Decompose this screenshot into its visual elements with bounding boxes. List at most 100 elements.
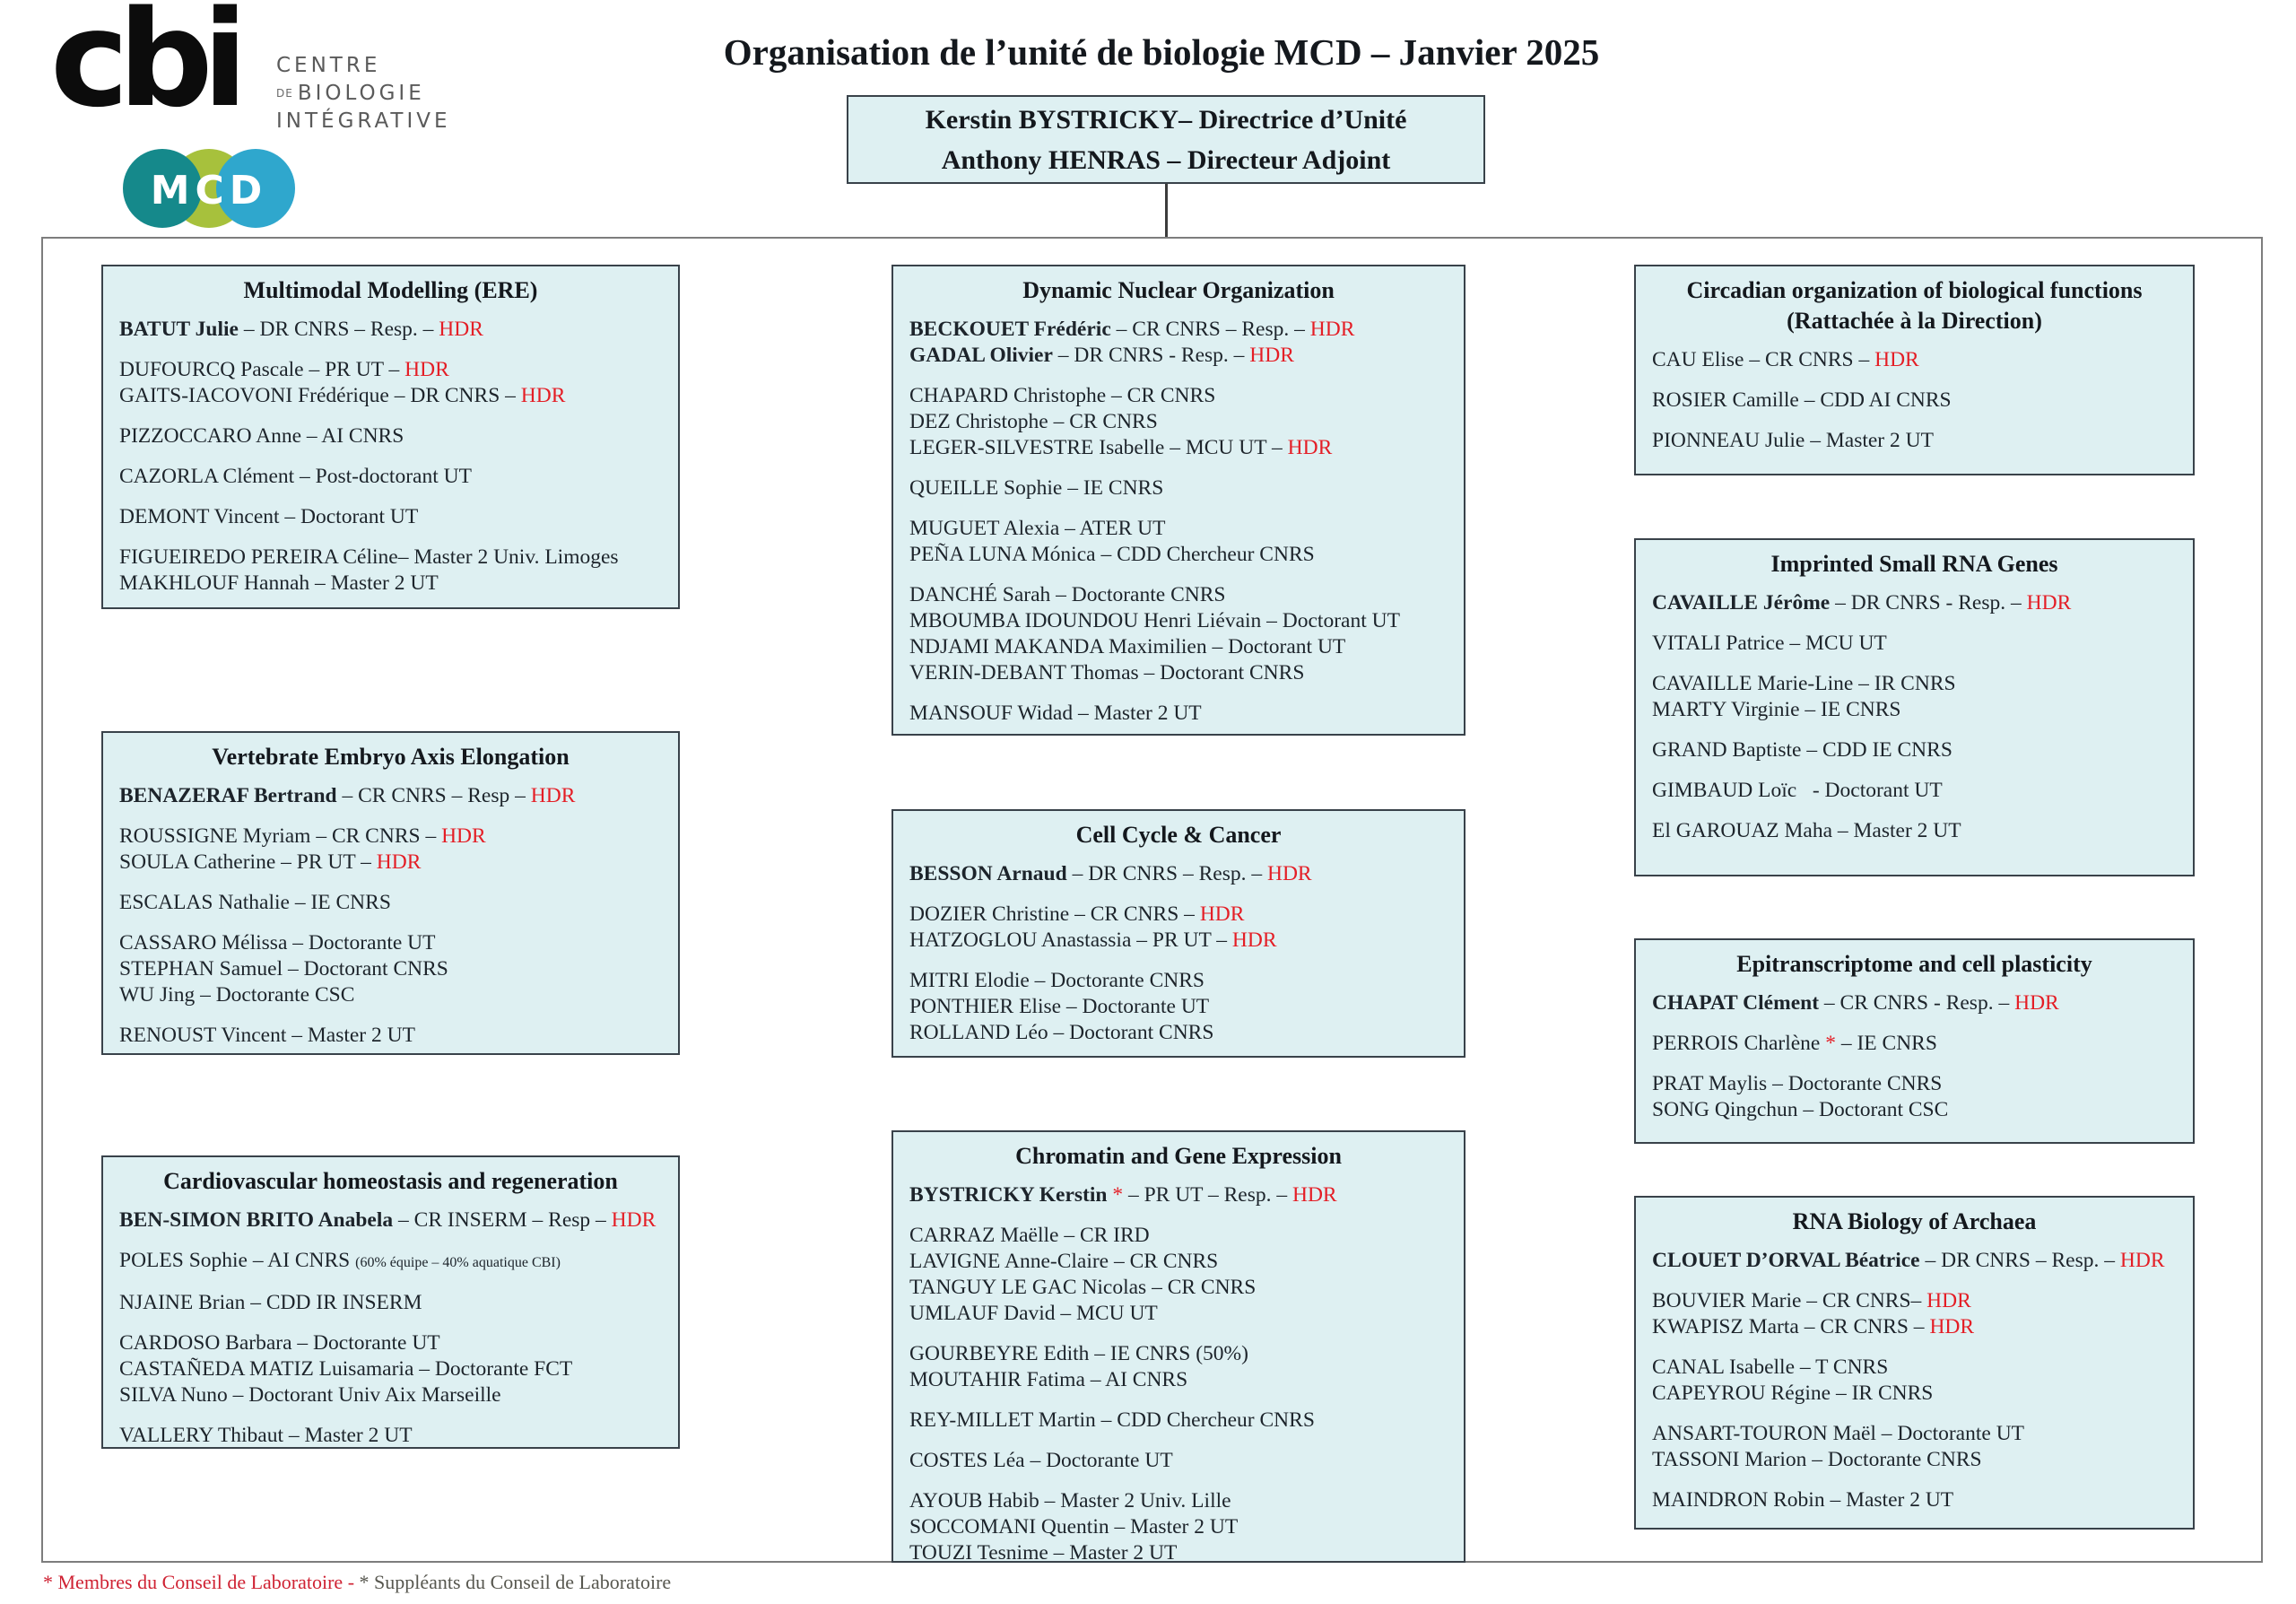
member-line: SOULA Catherine – PR UT – HDR [119,850,422,874]
cbi-text-de: DE [276,87,293,100]
page-title: Organisation de l’unité de biologie MCD … [723,31,1600,73]
member-line: MBOUMBA IDOUNDOU Henri Liévain – Doctora… [909,608,1400,632]
member-line: DANCHÉ Sarah – Doctorante CNRS [909,582,1226,606]
member-line: BATUT Julie – DR CNRS – Resp. – HDR [119,317,483,341]
cbi-logo-text: CENTRE DE BIOLOGIE INTÉGRATIVE [276,52,451,135]
member-group: ESCALAS Nathalie – IE CNRS [119,890,662,916]
member-line: LEGER-SILVESTRE Isabelle – MCU UT – HDR [909,435,1333,459]
member-group: CARDOSO Barbara – Doctorante UT CASTAÑEDA… [119,1330,662,1408]
member-line: SILVA Nuno – Doctorant Univ Aix Marseill… [119,1382,501,1407]
director-line: Kerstin BYSTRICKY– Directrice d’Unité [925,104,1407,135]
team-title: Dynamic Nuclear Organization [1022,277,1335,303]
team-title: Cell Cycle & Cancer [1075,822,1282,848]
member-group: DEMONT Vincent – Doctorant UT [119,504,662,530]
member-line: KWAPISZ Marta – CR CNRS – HDR [1652,1314,1975,1338]
member-line: GADAL Olivier – DR CNRS - Resp. – HDR [909,343,1294,367]
member-group: CAU Elise – CR CNRS – HDR [1652,347,2177,373]
member-group: GOURBEYRE Edith – IE CNRS (50%) MOUTAHIR … [909,1341,1448,1393]
member-group: POLES Sophie – AI CNRS (60% équipe – 40%… [119,1248,662,1276]
member-line: BESSON Arnaud – DR CNRS – Resp. – HDR [909,861,1312,885]
member-line: CASTAÑEDA MATIZ Luisamaria – Doctorante … [119,1356,573,1381]
member-group: RENOUST Vincent – Master 2 UT [119,1023,662,1049]
member-line: ANSART-TOURON Maël – Doctorante UT [1652,1421,2025,1445]
member-group: QUEILLE Sophie – IE CNRS [909,475,1448,501]
team-title: Cardiovascular homeostasis and regenerat… [163,1168,618,1194]
member-line: DEZ Christophe – CR CNRS [909,409,1158,433]
member-group: CHAPARD Christophe – CR CNRS DEZ Christop… [909,383,1448,461]
direction-box: Kerstin BYSTRICKY– Directrice d’Unité An… [847,95,1485,184]
team-box-archaea: RNA Biology of Archaea CLOUET D’ORVAL Béa… [1634,1196,2195,1530]
member-line: WU Jing – Doctorante CSC [119,982,355,1007]
team-box-cellcycle: Cell Cycle & Cancer BESSON Arnaud – DR CN… [891,809,1465,1058]
member-group: COSTES Léa – Doctorante UT [909,1448,1448,1474]
member-group: CAVAILLE Jérôme – DR CNRS - Resp. – HDR [1652,590,2177,616]
team-box-epitranscriptome: Epitranscriptome and cell plasticity CHAP… [1634,938,2195,1144]
member-line: VERIN-DEBANT Thomas – Doctorant CNRS [909,660,1305,684]
member-line: GIMBAUD Loïc - Doctorant UT [1652,778,1943,802]
member-group: El GAROUAZ Maha – Master 2 UT [1652,818,2177,844]
member-line: REY-MILLET Martin – CDD Chercheur CNRS [909,1408,1315,1432]
member-line: POLES Sophie – AI CNRS (60% équipe – 40%… [119,1248,561,1272]
member-line: QUEILLE Sophie – IE CNRS [909,475,1164,500]
member-group: BENAZERAF Bertrand – CR CNRS – Resp – HD… [119,783,662,809]
member-group: ROSIER Camille – CDD AI CNRS [1652,388,2177,414]
member-group: CAZORLA Clément – Post-doctorant UT [119,464,662,490]
member-group: VALLERY Thibaut – Master 2 UT [119,1423,662,1447]
member-line: PRAT Maylis – Doctorante CNRS [1652,1071,1943,1095]
member-line: MAINDRON Robin – Master 2 UT [1652,1487,1954,1512]
mcd-circle-blue-icon [216,149,295,228]
member-group: PRAT Maylis – Doctorante CNRS SONG Qingch… [1652,1071,2177,1123]
member-group: CAVAILLE Marie-Line – IR CNRS MARTY Virgi… [1652,671,2177,723]
member-line: RENOUST Vincent – Master 2 UT [119,1023,415,1047]
member-group: BATUT Julie – DR CNRS – Resp. – HDR [119,317,662,343]
cbi-text-line3: INTÉGRATIVE [276,109,451,133]
member-line: MUGUET Alexia – ATER UT [909,516,1166,540]
member-line: VITALI Patrice – MCU UT [1652,631,1887,655]
member-group: AYOUB Habib – Master 2 Univ. Lille SOCCOM… [909,1488,1448,1563]
member-line: ESCALAS Nathalie – IE CNRS [119,890,391,914]
member-group: PIONNEAU Julie – Master 2 UT [1652,428,2177,454]
team-box-dynamic: Dynamic Nuclear Organization BECKOUET Fré… [891,265,1465,736]
member-group: DOZIER Christine – CR CNRS – HDR HATZOGLO… [909,902,1448,954]
member-group: DUFOURCQ Pascale – PR UT – HDR GAITS-IACO… [119,357,662,409]
member-line: MAKHLOUF Hannah – Master 2 UT [119,571,439,595]
member-line: CLOUET D’ORVAL Béatrice – DR CNRS – Resp… [1652,1248,2165,1272]
member-line: PEÑA LUNA Mónica – CDD Chercheur CNRS [909,542,1315,566]
member-line: VALLERY Thibaut – Master 2 UT [119,1423,413,1447]
member-line: STEPHAN Samuel – Doctorant CNRS [119,956,448,981]
mcd-logo: MCD [123,149,295,230]
member-line: CHAPAT Clément – CR CNRS - Resp. – HDR [1652,990,2059,1015]
team-title: RNA Biology of Archaea [1792,1208,2037,1234]
deputy-director-line: Anthony HENRAS – Directeur Adjoint [941,144,1391,175]
cbi-text-line2: DE BIOLOGIE [276,82,425,105]
member-group: MAINDRON Robin – Master 2 UT [1652,1487,2177,1513]
member-group: ROUSSIGNE Myriam – CR CNRS – HDR SOULA Ca… [119,824,662,876]
member-line: MARTY Virginie – IE CNRS [1652,697,1901,721]
member-group: NJAINE Brian – CDD IR INSERM [119,1290,662,1316]
member-group: CANAL Isabelle – T CNRS CAPEYROU Régine –… [1652,1355,2177,1407]
member-group: ANSART-TOURON Maël – Doctorante UT TASSON… [1652,1421,2177,1473]
member-line: TOUZI Tesnime – Master 2 UT [909,1540,1178,1563]
member-line: COSTES Léa – Doctorante UT [909,1448,1173,1472]
team-title: Vertebrate Embryo Axis Elongation [212,744,570,770]
member-line: ROUSSIGNE Myriam – CR CNRS – HDR [119,824,486,848]
member-line: CAVAILLE Jérôme – DR CNRS - Resp. – HDR [1652,590,2072,615]
member-line: BYSTRICKY Kerstin * – PR UT – Resp. – HD… [909,1182,1337,1207]
member-line: LAVIGNE Anne-Claire – CR CNRS [909,1249,1219,1273]
member-line: BECKOUET Frédéric – CR CNRS – Resp. – HD… [909,317,1355,341]
team-box-cardio: Cardiovascular homeostasis and regenerat… [101,1155,680,1449]
member-line: DOZIER Christine – CR CNRS – HDR [909,902,1245,926]
member-line: CAZORLA Clément – Post-doctorant UT [119,464,472,488]
member-group: PERROIS Charlène * – IE CNRS [1652,1031,2177,1057]
member-line: PIZZOCCARO Anne – AI CNRS [119,423,404,448]
member-group: BOUVIER Marie – CR CNRS– HDR KWAPISZ Mart… [1652,1288,2177,1340]
member-group: CLOUET D’ORVAL Béatrice – DR CNRS – Resp… [1652,1248,2177,1274]
mcd-circle-teal-icon [123,149,202,228]
member-line: CANAL Isabelle – T CNRS [1652,1355,1889,1379]
member-group: MUGUET Alexia – ATER UT PEÑA LUNA Mónica … [909,516,1448,568]
member-line: NDJAMI MAKANDA Maximilien – Doctorant UT [909,634,1346,658]
member-line: GRAND Baptiste – CDD IE CNRS [1652,737,1952,762]
team-title: Imprinted Small RNA Genes [1770,551,2058,577]
member-line: SONG Qingchun – Doctorant CSC [1652,1097,1949,1121]
